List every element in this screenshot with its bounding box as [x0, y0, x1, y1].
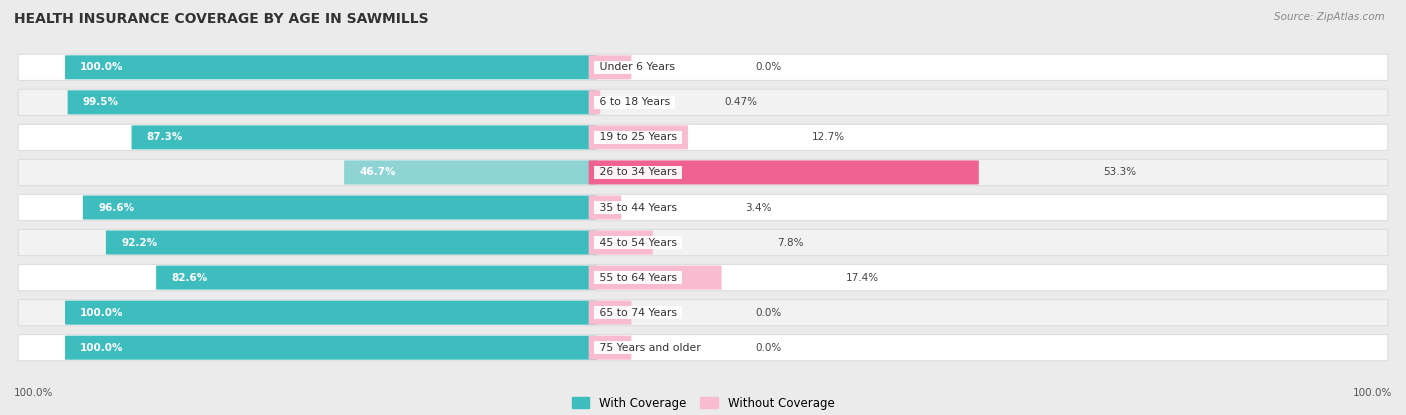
- Text: 55 to 64 Years: 55 to 64 Years: [596, 273, 681, 283]
- Text: 0.47%: 0.47%: [724, 98, 758, 107]
- Text: 100.0%: 100.0%: [14, 388, 53, 398]
- FancyBboxPatch shape: [589, 195, 621, 220]
- Text: 75 Years and older: 75 Years and older: [596, 343, 704, 353]
- Text: 46.7%: 46.7%: [360, 168, 395, 178]
- FancyBboxPatch shape: [18, 334, 1388, 361]
- Text: 100.0%: 100.0%: [80, 62, 124, 72]
- Text: 99.5%: 99.5%: [83, 98, 120, 107]
- FancyBboxPatch shape: [156, 266, 598, 290]
- FancyBboxPatch shape: [65, 336, 598, 360]
- FancyBboxPatch shape: [105, 230, 598, 254]
- Text: 100.0%: 100.0%: [80, 343, 124, 353]
- Legend: With Coverage, Without Coverage: With Coverage, Without Coverage: [572, 397, 834, 410]
- Text: 35 to 44 Years: 35 to 44 Years: [596, 203, 681, 212]
- FancyBboxPatch shape: [589, 266, 721, 290]
- Text: 92.2%: 92.2%: [121, 237, 157, 247]
- Text: Source: ZipAtlas.com: Source: ZipAtlas.com: [1274, 12, 1385, 22]
- Text: 12.7%: 12.7%: [811, 132, 845, 142]
- FancyBboxPatch shape: [589, 125, 688, 149]
- Text: 17.4%: 17.4%: [845, 273, 879, 283]
- FancyBboxPatch shape: [132, 125, 598, 149]
- FancyBboxPatch shape: [18, 229, 1388, 256]
- FancyBboxPatch shape: [18, 300, 1388, 326]
- FancyBboxPatch shape: [589, 90, 600, 115]
- Text: 6 to 18 Years: 6 to 18 Years: [596, 98, 673, 107]
- Text: Under 6 Years: Under 6 Years: [596, 62, 678, 72]
- FancyBboxPatch shape: [18, 124, 1388, 151]
- Text: 0.0%: 0.0%: [755, 62, 782, 72]
- Text: 0.0%: 0.0%: [755, 308, 782, 317]
- Text: 45 to 54 Years: 45 to 54 Years: [596, 237, 681, 247]
- Text: 87.3%: 87.3%: [146, 132, 183, 142]
- Text: 7.8%: 7.8%: [776, 237, 803, 247]
- FancyBboxPatch shape: [18, 89, 1388, 115]
- FancyBboxPatch shape: [18, 159, 1388, 186]
- Text: 100.0%: 100.0%: [1353, 388, 1392, 398]
- FancyBboxPatch shape: [67, 90, 598, 115]
- Text: 100.0%: 100.0%: [80, 308, 124, 317]
- FancyBboxPatch shape: [65, 300, 598, 325]
- Text: 3.4%: 3.4%: [745, 203, 772, 212]
- FancyBboxPatch shape: [18, 194, 1388, 221]
- FancyBboxPatch shape: [589, 161, 979, 185]
- Text: 0.0%: 0.0%: [755, 343, 782, 353]
- Text: HEALTH INSURANCE COVERAGE BY AGE IN SAWMILLS: HEALTH INSURANCE COVERAGE BY AGE IN SAWM…: [14, 12, 429, 27]
- FancyBboxPatch shape: [589, 300, 631, 325]
- FancyBboxPatch shape: [589, 55, 631, 79]
- FancyBboxPatch shape: [18, 264, 1388, 291]
- FancyBboxPatch shape: [18, 54, 1388, 81]
- Text: 65 to 74 Years: 65 to 74 Years: [596, 308, 681, 317]
- FancyBboxPatch shape: [589, 336, 631, 360]
- Text: 26 to 34 Years: 26 to 34 Years: [596, 168, 681, 178]
- FancyBboxPatch shape: [589, 230, 652, 254]
- Text: 96.6%: 96.6%: [98, 203, 134, 212]
- Text: 53.3%: 53.3%: [1102, 168, 1136, 178]
- FancyBboxPatch shape: [65, 55, 598, 79]
- Text: 82.6%: 82.6%: [172, 273, 208, 283]
- FancyBboxPatch shape: [83, 195, 598, 220]
- Text: 19 to 25 Years: 19 to 25 Years: [596, 132, 681, 142]
- FancyBboxPatch shape: [344, 161, 598, 185]
